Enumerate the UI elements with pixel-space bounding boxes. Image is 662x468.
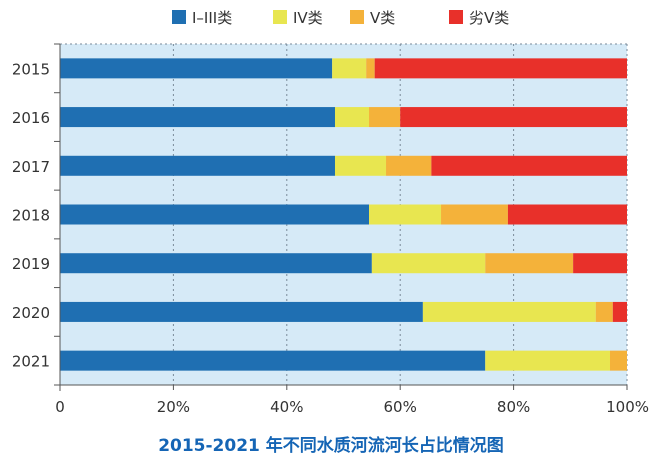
bar-2019-series-1 xyxy=(371,253,486,274)
bar-2020-series-3 xyxy=(612,301,627,322)
bar-2015-series-2 xyxy=(366,58,375,79)
x-tick-label-2: 40% xyxy=(270,398,303,416)
category-label-2018: 2018 xyxy=(12,207,50,225)
bar-2017-series-0 xyxy=(60,155,335,176)
bar-2017-series-3 xyxy=(431,155,627,176)
bar-2019-series-2 xyxy=(485,253,574,274)
legend-swatch-2 xyxy=(350,10,364,24)
bar-2015-series-1 xyxy=(332,58,367,79)
axes xyxy=(54,43,628,391)
category-label-2015: 2015 xyxy=(12,60,50,78)
bar-2021-series-0 xyxy=(60,350,486,371)
x-tick-label-0: 0 xyxy=(55,398,65,416)
bar-2021-series-2 xyxy=(609,350,627,371)
bar-2017-series-2 xyxy=(386,155,432,176)
x-tick-label-4: 80% xyxy=(497,398,530,416)
bar-2018-series-0 xyxy=(60,204,370,225)
legend-label-2: V类 xyxy=(370,9,395,27)
bar-2020-series-1 xyxy=(422,301,596,322)
x-tick-label-1: 20% xyxy=(157,398,190,416)
category-label-2016: 2016 xyxy=(12,109,50,127)
legend-label-1: IV类 xyxy=(293,9,323,27)
legend-label-3: 劣V类 xyxy=(469,9,509,27)
bar-2018-series-2 xyxy=(441,204,508,225)
bar-2020-series-0 xyxy=(60,301,423,322)
bar-2016-series-3 xyxy=(400,107,627,128)
legend-swatch-0 xyxy=(172,10,186,24)
bar-2017-series-1 xyxy=(334,155,387,176)
x-tick-label-3: 60% xyxy=(384,398,417,416)
bar-2021-series-1 xyxy=(485,350,610,371)
bar-2019-series-3 xyxy=(573,253,627,274)
bar-2016-series-2 xyxy=(369,107,401,128)
legend-swatch-1 xyxy=(273,10,287,24)
bar-2020-series-2 xyxy=(595,301,613,322)
category-labels: 2015 2016 2017 2018 2019 2020 2021 xyxy=(12,60,50,370)
category-label-2019: 2019 xyxy=(12,255,50,273)
category-label-2017: 2017 xyxy=(12,158,50,176)
bar-2018-series-3 xyxy=(507,204,627,225)
bar-2016-series-1 xyxy=(334,107,370,128)
category-label-2021: 2021 xyxy=(12,353,50,371)
bar-2019-series-0 xyxy=(60,253,372,274)
bars xyxy=(60,58,627,371)
legend-label-0: I–III类 xyxy=(192,9,232,27)
category-label-2020: 2020 xyxy=(12,304,50,322)
bar-2016-series-0 xyxy=(60,107,335,128)
x-tick-label-5: 100% xyxy=(606,398,649,416)
bar-2015-series-0 xyxy=(60,58,333,79)
bar-2018-series-1 xyxy=(369,204,442,225)
legend: I–III类 IV类 V类 劣V类 xyxy=(172,9,509,27)
x-tick-labels: 0 20% 40% 60% 80% 100% xyxy=(55,398,649,416)
legend-swatch-3 xyxy=(449,10,463,24)
chart-title: 2015-2021 年不同水质河流河长占比情况图 xyxy=(158,435,504,456)
bar-2015-series-3 xyxy=(374,58,627,79)
